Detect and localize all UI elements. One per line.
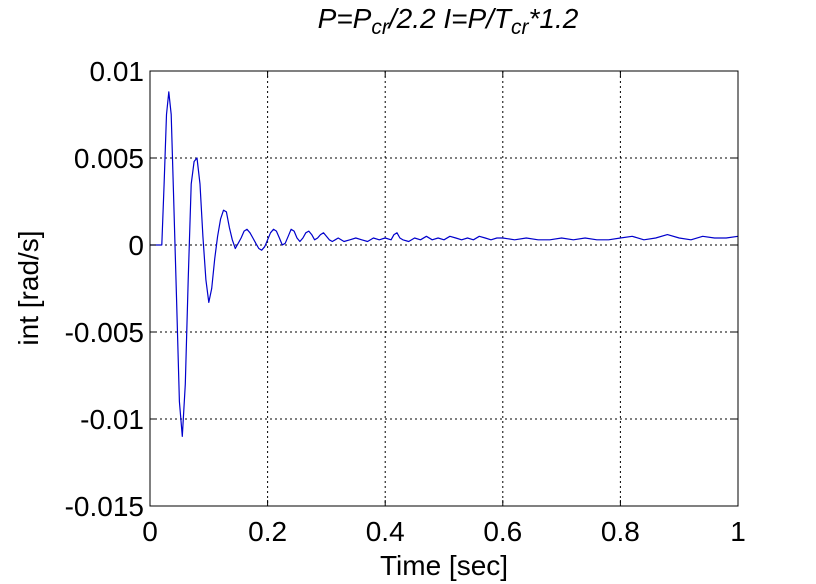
- title-segment: cr: [511, 16, 530, 39]
- y-tick-label: -0.01: [80, 404, 144, 435]
- series-line: [150, 91, 739, 437]
- y-tick-label: 0.005: [74, 143, 144, 174]
- x-tick-label: 0.2: [248, 516, 287, 547]
- series-layer: [150, 91, 739, 437]
- x-axis-label: Time [sec]: [380, 550, 508, 581]
- y-axis-label: int [rad/s]: [13, 230, 44, 345]
- tick-marks: [149, 70, 739, 507]
- x-tick-label: 0.8: [601, 516, 640, 547]
- title-segment: P=P: [318, 3, 372, 34]
- grid: [150, 71, 738, 506]
- title-segment: cr: [371, 16, 390, 39]
- plot-area: [149, 70, 739, 507]
- axes-background: [150, 71, 738, 506]
- y-tick-label: -0.005: [65, 317, 144, 348]
- y-tick-labels: 0.01 0.005 0 -0.005 -0.01 -0.015: [65, 56, 144, 522]
- x-tick-label: 0.4: [366, 516, 405, 547]
- y-tick-label: -0.015: [65, 491, 144, 522]
- x-tick-label: 0: [142, 516, 158, 547]
- title-segment: *1.2: [529, 3, 579, 34]
- axes-frame: [149, 70, 739, 507]
- y-tick-label: 0: [128, 230, 144, 261]
- y-tick-label: 0.01: [90, 56, 145, 87]
- title-segment: /2.2 I=P/T: [387, 3, 513, 34]
- x-tick-label: 1: [730, 516, 746, 547]
- chart-title: P=Pcr/2.2 I=P/Tcr*1.2: [318, 3, 579, 39]
- x-tick-label: 0.6: [483, 516, 522, 547]
- x-tick-labels: 0 0.2 0.4 0.6 0.8 1: [142, 516, 746, 547]
